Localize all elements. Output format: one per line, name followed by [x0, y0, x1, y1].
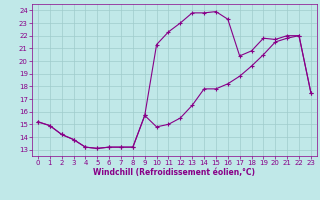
- X-axis label: Windchill (Refroidissement éolien,°C): Windchill (Refroidissement éolien,°C): [93, 168, 255, 177]
